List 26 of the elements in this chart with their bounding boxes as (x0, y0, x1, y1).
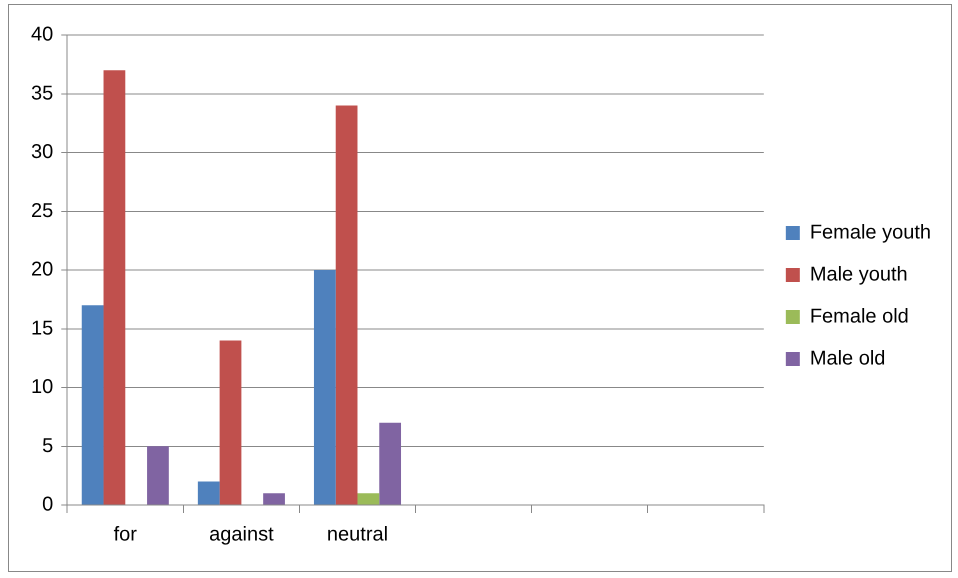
y-tick-label: 10 (30, 376, 54, 398)
legend-label: Female youth (810, 222, 931, 244)
x-tick-label: neutral (326, 524, 388, 546)
bar (379, 422, 402, 504)
x-tick-label: against (209, 524, 274, 546)
y-tick-label: 5 (42, 434, 54, 457)
bar (104, 70, 126, 504)
legend-label: Male youth (810, 264, 908, 286)
bar (82, 305, 104, 504)
bar (220, 340, 242, 504)
legend-label: Female old (810, 306, 909, 328)
legend-label: Male old (810, 348, 886, 370)
y-tick-label: 35 (30, 82, 54, 104)
y-tick-label: 25 (30, 200, 54, 222)
y-tick-label: 30 (30, 141, 54, 164)
y-tick-label: 0 (42, 494, 54, 516)
bar (263, 493, 285, 504)
bar (147, 446, 169, 504)
x-tick-label: for (114, 524, 138, 546)
bar (314, 270, 336, 504)
y-tick-label: 20 (30, 258, 54, 281)
bar (357, 493, 380, 504)
y-tick-label: 40 (30, 24, 54, 46)
y-tick-label: 15 (30, 317, 54, 340)
bar (198, 482, 220, 504)
bar (336, 106, 358, 504)
